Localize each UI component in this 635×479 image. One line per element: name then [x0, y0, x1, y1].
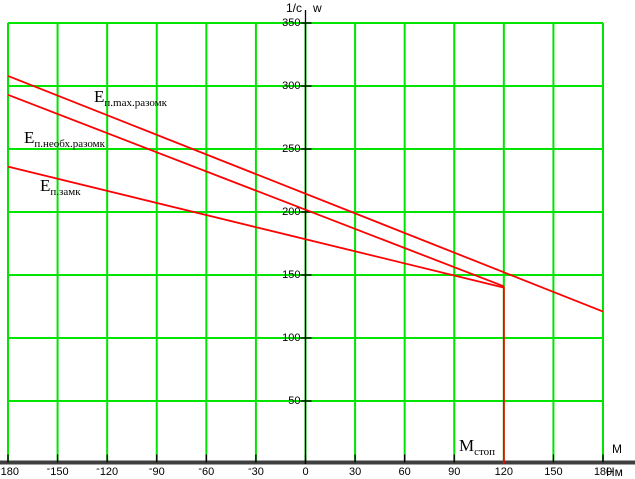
y-axis-unit-label: 1/c: [285, 1, 302, 15]
x-tick-label: -150: [46, 463, 69, 478]
minus-sign: -: [148, 463, 153, 475]
y-tick-label: 150: [282, 269, 301, 281]
curve-label-m-stop: Мстоп: [459, 436, 496, 458]
curve-label-subscript: п.замк: [50, 186, 81, 198]
x-tick-label: -30: [247, 463, 264, 478]
minus-sign: -: [198, 463, 203, 475]
curve-label-subscript: п.max.разомк: [104, 97, 167, 109]
curve-label-subscript: п.необх.разомк: [34, 138, 105, 150]
series-trace-E-p-max-razomk: [7, 75, 604, 313]
y-tick-label: 300: [282, 80, 301, 92]
minus-sign: -: [247, 463, 252, 475]
curve-label-main: Е: [94, 87, 105, 106]
x-tick-label: 0: [302, 466, 309, 478]
y-tick-label: 350: [282, 17, 301, 29]
x-tick-label: -120: [96, 463, 119, 478]
x-tick-label: 90: [448, 466, 461, 478]
curve-label-ep-zamk: Еп.замк: [40, 176, 81, 198]
y-tick-label: 100: [282, 332, 301, 344]
x-tick-label: 30: [348, 466, 362, 478]
minus-sign: -: [0, 463, 1, 475]
y-tick-label: 200: [282, 206, 301, 218]
y-tick-label: 250: [282, 143, 301, 155]
curve-label-ep-max-razomk: Еп.max.разомк: [94, 87, 167, 109]
series-trace-E-p-zamk: [7, 165, 505, 289]
x-axis-unit-label: Нм: [606, 465, 623, 479]
x-tick-label: 120: [494, 466, 513, 478]
curve-label-main: Е: [24, 128, 35, 147]
curve-label-main: Е: [40, 176, 51, 195]
curve-label-main: М: [459, 436, 475, 455]
x-tick-label: -90: [148, 463, 165, 478]
x-tick-label: 150: [544, 466, 563, 478]
curve-label-subscript: стоп: [474, 446, 496, 458]
x-axis-bar: [0, 460, 635, 465]
curve-label-ep-neobh-razomk: Еп.необх.разомк: [24, 128, 105, 150]
minus-sign: -: [96, 463, 100, 475]
x-tick-label: -180: [0, 463, 28, 478]
minus-sign: -: [46, 463, 51, 475]
x-tick-label: 60: [398, 466, 411, 478]
series-trace-E-p-neobh-razomk: [7, 93, 505, 288]
x-tick-label: -60: [198, 463, 215, 478]
y-axis-symbol-label: w: [313, 1, 322, 15]
x-tick-label: 180: [593, 466, 613, 478]
y-tick-label: 50: [288, 395, 301, 407]
x-axis-symbol-label: М: [612, 442, 622, 456]
